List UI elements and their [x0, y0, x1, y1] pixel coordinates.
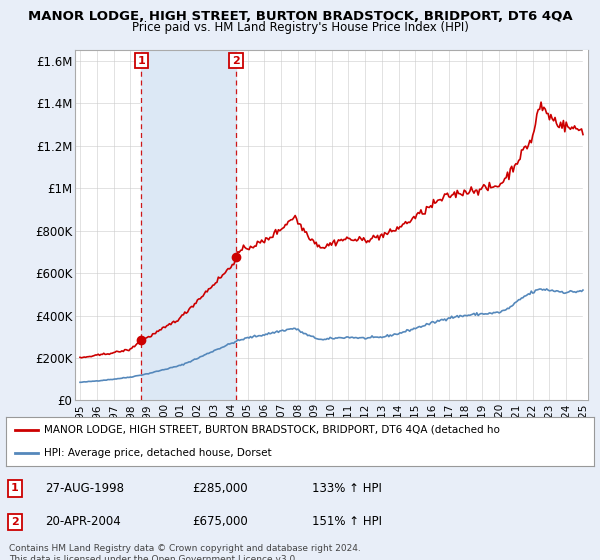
Text: Price paid vs. HM Land Registry's House Price Index (HPI): Price paid vs. HM Land Registry's House …	[131, 21, 469, 34]
Text: 27-AUG-1998: 27-AUG-1998	[45, 482, 124, 495]
Text: 20-APR-2004: 20-APR-2004	[45, 515, 121, 529]
Text: MANOR LODGE, HIGH STREET, BURTON BRADSTOCK, BRIDPORT, DT6 4QA: MANOR LODGE, HIGH STREET, BURTON BRADSTO…	[28, 10, 572, 22]
Text: 1: 1	[11, 483, 19, 493]
Text: 1: 1	[137, 55, 145, 66]
Text: MANOR LODGE, HIGH STREET, BURTON BRADSTOCK, BRIDPORT, DT6 4QA (detached ho: MANOR LODGE, HIGH STREET, BURTON BRADSTO…	[44, 425, 500, 435]
Text: 151% ↑ HPI: 151% ↑ HPI	[312, 515, 382, 529]
Text: 133% ↑ HPI: 133% ↑ HPI	[312, 482, 382, 495]
Bar	[141, 50, 236, 400]
Text: Contains HM Land Registry data © Crown copyright and database right 2024.
This d: Contains HM Land Registry data © Crown c…	[9, 544, 361, 560]
Text: £675,000: £675,000	[192, 515, 248, 529]
Bar	[583, 50, 588, 400]
Text: 2: 2	[232, 55, 240, 66]
Text: HPI: Average price, detached house, Dorset: HPI: Average price, detached house, Dors…	[44, 447, 272, 458]
Text: £285,000: £285,000	[192, 482, 248, 495]
Text: 2: 2	[11, 517, 19, 527]
